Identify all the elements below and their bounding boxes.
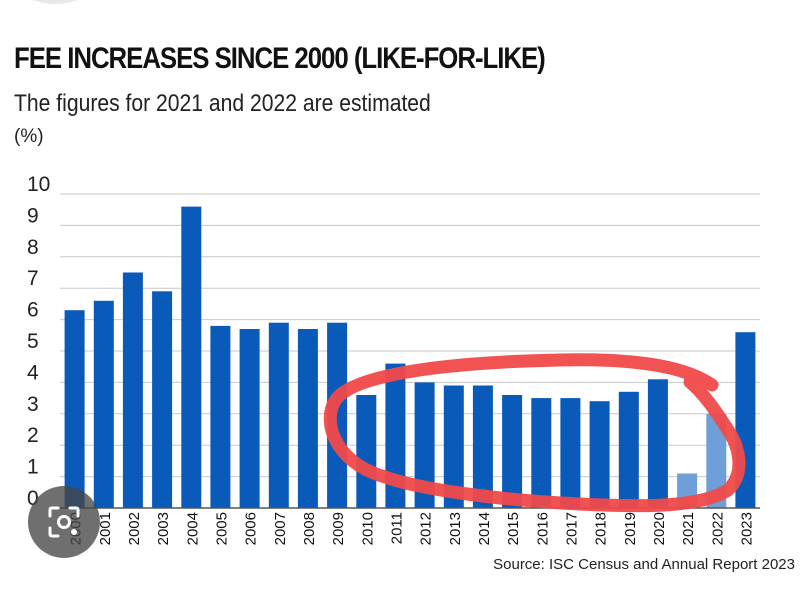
bar-2013	[443, 385, 464, 508]
x-tick-label: 2008	[301, 512, 318, 545]
bar-2007	[268, 322, 289, 508]
x-tick-label: 2004	[184, 512, 201, 545]
x-tick-label: 2003	[155, 512, 172, 545]
x-tick-label: 2015	[505, 512, 522, 545]
bar-2020	[647, 379, 668, 508]
bar-2019	[618, 391, 639, 508]
bar-2001	[93, 300, 114, 508]
y-tick-label: 3	[27, 393, 39, 416]
bar-2014	[472, 385, 493, 508]
y-tick-label: 1	[27, 456, 39, 479]
lens-button[interactable]	[28, 486, 100, 558]
x-tick-label: 2010	[359, 512, 376, 545]
y-tick-label: 7	[27, 267, 39, 290]
y-tick-label: 9	[27, 204, 39, 227]
x-tick-label: 2001	[97, 512, 114, 545]
bars	[64, 206, 756, 508]
x-tick-label: 2013	[447, 512, 464, 545]
y-tick-label: 4	[27, 361, 39, 384]
x-tick-label: 2007	[272, 512, 289, 545]
bar-2012	[414, 382, 435, 508]
bar-2018	[589, 401, 610, 508]
bar-2016	[531, 398, 552, 508]
top-fragment	[20, 0, 90, 4]
gridlines	[60, 193, 760, 478]
bar-2009	[327, 322, 348, 508]
x-tick-label: 2009	[330, 512, 347, 545]
bar-2000	[64, 310, 85, 508]
y-tick-label: 10	[27, 173, 50, 196]
chart-title: FEE INCREASES SINCE 2000 (LIKE-FOR-LIKE)	[14, 42, 546, 75]
x-tick-label: 2023	[738, 512, 755, 545]
bar-2008	[297, 329, 318, 508]
bar-2002	[122, 272, 143, 508]
x-tick-label: 2012	[418, 512, 435, 545]
x-axis-ticks: 2000200120022003200420052006200720082009…	[68, 512, 756, 545]
y-tick-label: 6	[27, 299, 39, 322]
x-tick-label: 2005	[213, 512, 230, 545]
y-tick-label: 0	[27, 487, 39, 510]
x-tick-label: 2019	[622, 512, 639, 545]
bar-2022	[706, 413, 727, 508]
bar-2011	[385, 363, 406, 508]
y-tick-label: 2	[27, 424, 39, 447]
bar-2010	[356, 395, 377, 508]
bar-2005	[210, 325, 231, 508]
x-tick-label: 2022	[709, 512, 726, 545]
x-tick-label: 2021	[680, 512, 697, 545]
bar-2015	[502, 395, 523, 508]
bar-2006	[239, 329, 260, 508]
chart-subtitle: The figures for 2021 and 2022 are estima…	[14, 90, 431, 117]
x-tick-label: 2006	[243, 512, 260, 545]
x-tick-label: 2020	[651, 512, 668, 545]
y-axis-unit-label: (%)	[14, 126, 44, 147]
bar-2003	[152, 291, 173, 508]
x-tick-label: 2011	[388, 512, 405, 544]
x-tick-label: 2017	[563, 512, 580, 545]
y-tick-label: 5	[27, 330, 39, 353]
bar-2004	[181, 206, 202, 508]
x-tick-label: 2016	[534, 512, 551, 545]
annotation-circle	[323, 353, 746, 513]
lens-icon	[48, 506, 80, 538]
x-tick-label: 2018	[593, 512, 610, 545]
x-tick-label: 2002	[126, 512, 143, 545]
y-axis-ticks: 0 1 2 3 4 5 6 7 8 9 10	[27, 173, 50, 510]
x-tick-label: 2014	[476, 512, 493, 545]
y-tick-label: 8	[27, 236, 39, 259]
source-note: Source: ISC Census and Annual Report 202…	[493, 556, 795, 573]
bar-2017	[560, 398, 581, 508]
